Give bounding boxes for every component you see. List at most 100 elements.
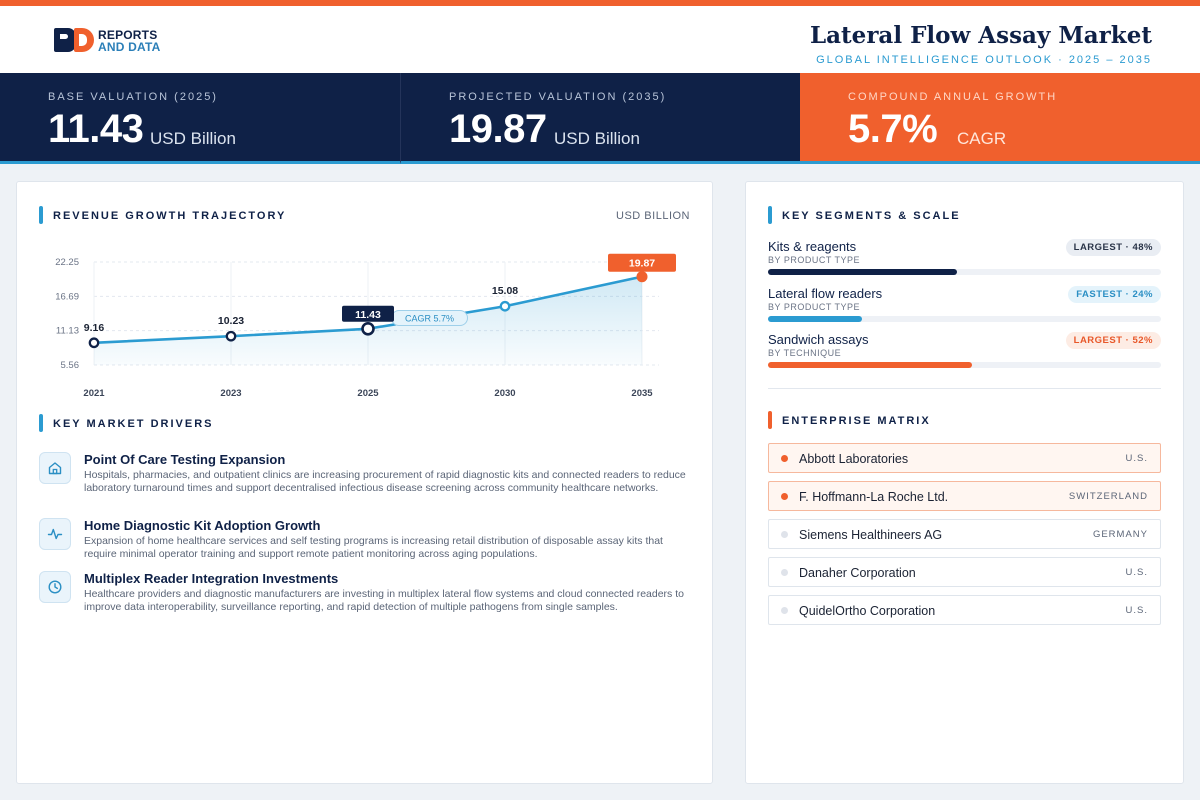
segment-name: Sandwich assays bbox=[768, 332, 869, 347]
enterprise-section-title: ENTERPRISE MATRIX bbox=[768, 411, 931, 429]
kpi-value: 11.43 bbox=[48, 107, 144, 151]
kpi-unit: CAGR bbox=[957, 129, 1007, 148]
data-point bbox=[88, 337, 100, 349]
company-country: U.S. bbox=[1125, 567, 1148, 578]
y-tick-label: 16.69 bbox=[55, 291, 79, 302]
data-label: 19.87 bbox=[629, 258, 655, 270]
kpi-strip: BASE VALUATION (2025) 11.43 USD Billion … bbox=[0, 73, 1200, 164]
company-name: Siemens Healthineers AG bbox=[799, 528, 943, 542]
segment-badge: LARGEST · 48% bbox=[1065, 239, 1161, 256]
x-tick-label: 2021 bbox=[83, 388, 105, 399]
kpi-value: 19.87 bbox=[449, 107, 547, 151]
data-point bbox=[225, 330, 237, 342]
status-dot bbox=[781, 531, 788, 538]
kpi-unit: USD Billion bbox=[150, 129, 236, 148]
logo-mark-icon bbox=[54, 28, 96, 54]
data-point bbox=[499, 300, 511, 312]
driver-description: Hospitals, pharmacies, and outpatient cl… bbox=[84, 469, 686, 494]
x-tick-label: 2030 bbox=[494, 388, 515, 399]
enterprise-row[interactable]: Danaher Corporation U.S. bbox=[768, 557, 1161, 587]
segment-bar-track bbox=[768, 316, 1161, 322]
logo-line-2: AND DATA bbox=[98, 40, 161, 54]
segment-bar-track bbox=[768, 269, 1161, 275]
home-icon bbox=[39, 452, 71, 484]
report-title: Lateral Flow Assay Market bbox=[809, 22, 1152, 49]
segments-section-title: KEY SEGMENTS & SCALE bbox=[768, 206, 961, 224]
company-country: U.S. bbox=[1125, 453, 1148, 464]
segments-card: KEY SEGMENTS & SCALE Kits & reagents BY … bbox=[745, 181, 1184, 784]
segment-name: Lateral flow readers bbox=[768, 286, 883, 301]
driver-description: Expansion of home healthcare services an… bbox=[84, 535, 663, 560]
driver-description: Healthcare providers and diagnostic manu… bbox=[84, 588, 684, 613]
kpi-value: 5.7% bbox=[848, 107, 938, 151]
status-dot bbox=[781, 493, 788, 500]
base-value-tag bbox=[342, 305, 394, 322]
driver-title: Multiplex Reader Integration Investments bbox=[84, 571, 339, 586]
x-tick-label: 2025 bbox=[357, 388, 379, 399]
top-accent-bar bbox=[0, 0, 1200, 6]
chart-unit-label: USD BILLION bbox=[616, 210, 690, 222]
company-name: Abbott Laboratories bbox=[799, 452, 909, 466]
logo-wordmark: REPORTS AND DATA bbox=[98, 29, 160, 53]
status-dot bbox=[781, 455, 788, 462]
segment-category: BY PRODUCT TYPE bbox=[768, 302, 861, 312]
report-subtitle: GLOBAL INTELLIGENCE OUTLOOK · 2025 – 203… bbox=[816, 54, 1152, 66]
company-name: Danaher Corporation bbox=[799, 566, 916, 580]
x-tick-label: 2035 bbox=[631, 388, 653, 399]
segment-category: BY PRODUCT TYPE bbox=[768, 255, 861, 265]
cagr-pill-label: CAGR 5.7% bbox=[405, 314, 454, 324]
drivers-section-title: KEY MARKET DRIVERS bbox=[39, 414, 213, 432]
segment-bar-fill bbox=[768, 362, 973, 368]
segment-category: BY TECHNIQUE bbox=[768, 348, 842, 358]
logo-line-1: REPORTS bbox=[98, 28, 158, 42]
y-tick-label: 5.56 bbox=[61, 360, 80, 371]
data-point bbox=[361, 321, 375, 336]
projection-value-tag bbox=[608, 253, 676, 272]
enterprise-row[interactable]: Abbott Laboratories U.S. bbox=[768, 443, 1161, 473]
kpi-projected-valuation: PROJECTED VALUATION (2035) 19.87 USD Bil… bbox=[400, 73, 800, 164]
status-dot bbox=[781, 607, 788, 614]
status-dot bbox=[781, 569, 788, 576]
kpi-label: COMPOUND ANNUAL GROWTH bbox=[848, 91, 1058, 103]
segment-bar-track bbox=[768, 362, 1161, 368]
enterprise-row[interactable]: QuidelOrtho Corporation U.S. bbox=[768, 595, 1161, 625]
company-country: U.S. bbox=[1125, 605, 1148, 616]
kpi-base-valuation: BASE VALUATION (2025) 11.43 USD Billion bbox=[0, 73, 400, 164]
kpi-cagr: COMPOUND ANNUAL GROWTH 5.7% CAGR bbox=[800, 73, 1200, 164]
revenue-section-title: REVENUE GROWTH TRAJECTORY bbox=[39, 206, 286, 224]
enterprise-row[interactable]: F. Hoffmann-La Roche Ltd. SWITZERLAND bbox=[768, 481, 1161, 511]
segment-row: Sandwich assays BY TECHNIQUE LARGEST · 5… bbox=[768, 332, 1161, 376]
kpi-label: BASE VALUATION (2025) bbox=[48, 91, 218, 103]
segment-name: Kits & reagents bbox=[768, 239, 857, 254]
revenue-line-chart: 5.56 11.13 16.69 22.25 CAGR 5.7% 9.16 2021 10.2… bbox=[55, 253, 676, 399]
report-header: REPORTS AND DATA Lateral Flow Assay Mark… bbox=[0, 6, 1200, 73]
data-label: 10.23 bbox=[218, 315, 244, 327]
area-fill bbox=[94, 276, 642, 365]
company-country: GERMANY bbox=[1092, 529, 1148, 540]
company-name: F. Hoffmann-La Roche Ltd. bbox=[799, 490, 949, 504]
segment-row: Kits & reagents BY PRODUCT TYPE LARGEST … bbox=[768, 239, 1161, 283]
segment-badge: LARGEST · 52% bbox=[1065, 332, 1161, 349]
trajectory-card: REVENUE GROWTH TRAJECTORY USD BILLION 5.… bbox=[16, 181, 713, 784]
reports-and-data-logo[interactable]: REPORTS AND DATA bbox=[54, 28, 160, 54]
kpi-label: PROJECTED VALUATION (2035) bbox=[449, 91, 667, 103]
kpi-unit: USD Billion bbox=[554, 129, 640, 148]
data-label: 15.08 bbox=[492, 285, 518, 297]
segment-bar-fill bbox=[768, 269, 957, 275]
company-name: QuidelOrtho Corporation bbox=[799, 604, 936, 618]
pulse-icon bbox=[39, 518, 71, 550]
y-tick-label: 11.13 bbox=[56, 326, 79, 337]
y-tick-label: 22.25 bbox=[55, 257, 79, 268]
company-country: SWITZERLAND bbox=[1068, 491, 1148, 502]
enterprise-row[interactable]: Siemens Healthineers AG GERMANY bbox=[768, 519, 1161, 549]
data-label: 9.16 bbox=[84, 322, 105, 334]
segment-bar-fill bbox=[768, 316, 863, 322]
section-divider bbox=[768, 388, 1161, 389]
driver-title: Point Of Care Testing Expansion bbox=[84, 452, 286, 467]
data-point bbox=[636, 271, 648, 283]
x-tick-label: 2023 bbox=[220, 388, 241, 399]
clock-icon bbox=[39, 571, 71, 603]
driver-title: Home Diagnostic Kit Adoption Growth bbox=[84, 518, 321, 533]
segment-row: Lateral flow readers BY PRODUCT TYPE FAS… bbox=[768, 286, 1161, 330]
segment-badge: FASTEST · 24% bbox=[1068, 286, 1161, 303]
